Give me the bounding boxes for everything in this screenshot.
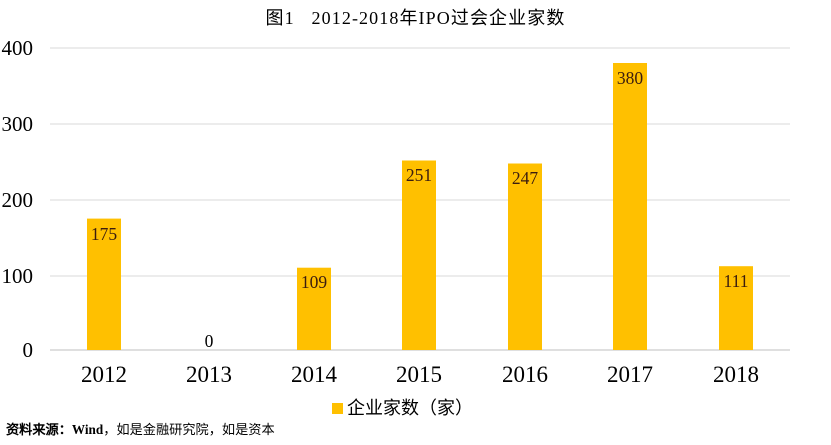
- svg-text:300: 300: [2, 112, 34, 136]
- svg-text:0: 0: [23, 338, 34, 362]
- svg-text:247: 247: [512, 168, 539, 188]
- svg-text:400: 400: [2, 36, 34, 60]
- svg-text:200: 200: [2, 188, 34, 212]
- svg-text:2012: 2012: [81, 362, 127, 387]
- svg-text:0: 0: [205, 331, 214, 351]
- svg-text:109: 109: [301, 272, 328, 292]
- svg-text:175: 175: [91, 224, 118, 244]
- svg-text:2014: 2014: [291, 362, 338, 387]
- svg-text:2018: 2018: [713, 362, 759, 387]
- svg-text:2015: 2015: [396, 362, 442, 387]
- svg-text:380: 380: [617, 68, 644, 88]
- svg-text:251: 251: [406, 165, 432, 185]
- svg-text:100: 100: [2, 264, 34, 288]
- svg-text:2017: 2017: [607, 362, 653, 387]
- svg-text:111: 111: [724, 271, 749, 291]
- svg-text:2016: 2016: [502, 362, 548, 387]
- svg-text:2013: 2013: [186, 362, 232, 387]
